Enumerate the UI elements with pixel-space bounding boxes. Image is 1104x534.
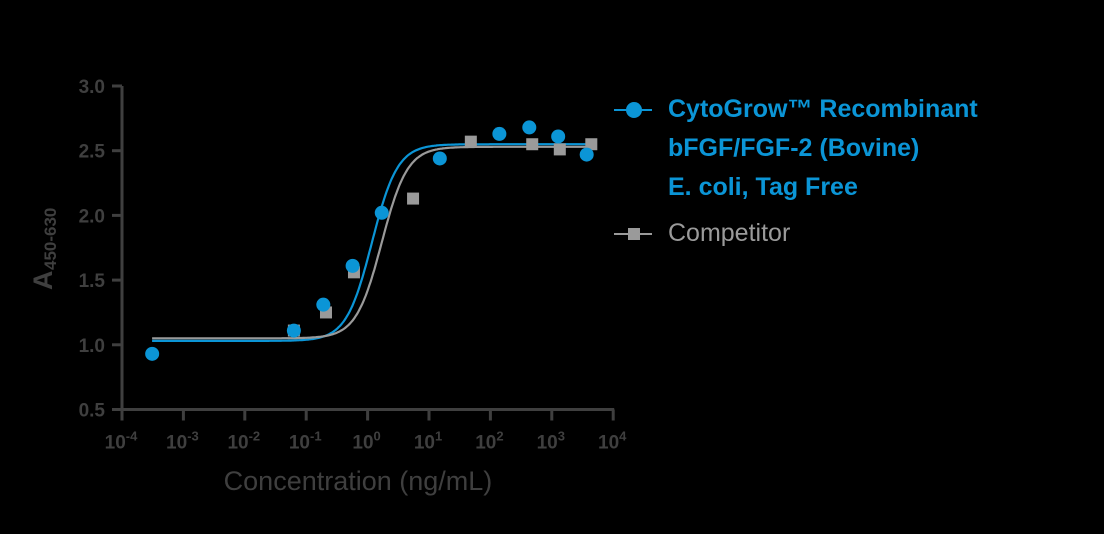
cytogrow-data-point xyxy=(145,346,160,361)
cytogrow-data-point xyxy=(374,205,389,220)
y-tick-label: 3.0 xyxy=(79,77,105,98)
y-axis-title-sub: 450-630 xyxy=(41,208,60,270)
fit-curves xyxy=(152,143,591,342)
cytogrow-data-point xyxy=(286,323,301,338)
cytogrow-fit-curve xyxy=(152,143,587,342)
cytogrow-data-point xyxy=(492,126,507,141)
y-tick-label: 1.5 xyxy=(79,271,106,292)
legend-label-competitor: Competitor xyxy=(668,219,791,247)
y-tick-label: 0.5 xyxy=(79,401,106,422)
cytogrow-data-point xyxy=(432,151,447,166)
x-tick-label: 104 xyxy=(598,429,627,454)
axes: 0.5 1.0 1.5 2.0 2.5 3.0 10-4 10-3 10-2 10-1 100 101… xyxy=(79,77,628,454)
x-tick-label: 10-2 xyxy=(227,429,260,454)
legend-item-cytogrow: CytoGrow™ Recombinant bFGF/FGF-2 (Bovine… xyxy=(612,95,978,207)
x-tick-label: 103 xyxy=(537,429,565,454)
y-tick-label: 2.0 xyxy=(79,206,105,227)
legend-item-competitor: Competitor xyxy=(612,219,978,253)
cytogrow-data-point xyxy=(316,297,331,312)
y-axis-title: A 450-630 xyxy=(28,208,60,290)
competitor-fit-curve xyxy=(152,145,591,340)
square-marker-icon xyxy=(612,219,654,249)
data-points xyxy=(145,120,598,361)
x-tick-label: 102 xyxy=(475,429,503,454)
circle-marker-icon xyxy=(612,95,654,125)
competitor-data-point xyxy=(464,135,477,148)
legend-label-cytogrow: CytoGrow™ Recombinant bFGF/FGF-2 (Bovine… xyxy=(668,95,978,201)
y-tick-label: 1.0 xyxy=(79,336,105,357)
competitor-data-point xyxy=(553,143,566,156)
x-axis-title: Concentration (ng/mL) xyxy=(224,466,493,496)
competitor-data-point xyxy=(407,192,420,205)
competitor-data-point xyxy=(526,138,539,151)
y-tick-label: 2.5 xyxy=(79,142,106,163)
cytogrow-data-point xyxy=(579,147,594,162)
x-tick-label: 100 xyxy=(352,429,380,454)
legend: CytoGrow™ Recombinant bFGF/FGF-2 (Bovine… xyxy=(612,95,978,265)
x-tick-label: 101 xyxy=(414,429,442,454)
y-axis-title-main: A xyxy=(28,271,58,291)
cytogrow-data-point xyxy=(522,120,537,135)
x-tick-label: 10-3 xyxy=(166,429,199,454)
x-tick-label: 10-4 xyxy=(105,429,138,454)
x-tick-label: 10-1 xyxy=(289,429,322,454)
cytogrow-data-point xyxy=(551,129,566,144)
cytogrow-data-point xyxy=(345,258,360,273)
competitor-data-point xyxy=(585,138,598,151)
